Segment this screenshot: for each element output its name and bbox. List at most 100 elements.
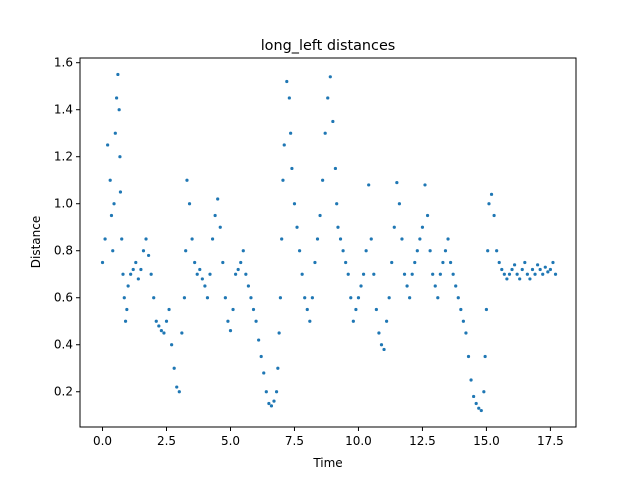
data-point <box>459 307 463 312</box>
data-point <box>172 366 176 370</box>
data-point <box>341 249 345 253</box>
data-point <box>241 249 245 253</box>
data-point <box>223 296 227 300</box>
data-point <box>500 267 504 272</box>
data-point <box>154 319 158 323</box>
data-point <box>390 260 394 265</box>
chart-title: long_left distances <box>261 38 396 54</box>
data-point <box>122 296 126 300</box>
data-point <box>125 307 129 312</box>
data-point <box>546 270 550 274</box>
data-point <box>184 249 188 253</box>
data-point <box>364 249 368 253</box>
x-tick-label: 2.5 <box>157 434 176 448</box>
data-point <box>121 272 125 276</box>
data-point <box>115 96 119 100</box>
data-point <box>297 249 302 253</box>
data-point <box>431 272 435 276</box>
data-point <box>328 75 332 79</box>
data-point <box>152 296 156 300</box>
data-point <box>536 263 540 267</box>
data-point <box>287 96 291 100</box>
data-point <box>443 249 448 253</box>
y-tick-label: 1.2 <box>54 150 73 164</box>
data-point <box>533 272 537 276</box>
data-point <box>281 178 285 182</box>
data-point <box>379 343 384 347</box>
x-axis-label: Time <box>312 456 342 470</box>
data-point <box>226 319 230 323</box>
data-point <box>487 202 491 206</box>
data-point <box>354 307 358 312</box>
data-point <box>144 237 148 241</box>
data-point <box>170 343 174 347</box>
data-point <box>228 329 233 333</box>
x-axis-ticks: 0.0 2.5 5.0 7.5 10.0 12.5 15.0 17.5 <box>93 427 564 448</box>
data-point <box>289 131 293 135</box>
data-point <box>310 296 314 300</box>
data-point <box>182 296 187 300</box>
data-point <box>216 197 220 201</box>
data-point <box>276 366 280 370</box>
data-point <box>262 371 266 375</box>
data-point <box>274 390 279 394</box>
data-point <box>246 284 250 288</box>
data-point <box>190 237 194 241</box>
data-point <box>177 390 181 394</box>
data-point <box>167 307 171 312</box>
data-point <box>213 213 217 218</box>
data-point <box>402 272 407 276</box>
data-point <box>420 225 425 229</box>
data-point <box>118 190 123 194</box>
data-point <box>239 260 243 265</box>
data-point <box>387 296 391 300</box>
data-point <box>448 260 453 265</box>
data-point <box>234 272 238 276</box>
data-point <box>123 319 128 323</box>
data-point <box>541 272 545 276</box>
data-point <box>323 131 327 135</box>
data-point <box>382 347 386 352</box>
data-point <box>187 202 192 206</box>
data-point <box>377 331 381 335</box>
y-tick-label: 0.4 <box>54 338 73 352</box>
y-tick-label: 0.2 <box>54 385 73 399</box>
data-point <box>195 272 199 276</box>
data-point <box>118 155 122 159</box>
data-point <box>395 180 399 185</box>
data-point <box>129 272 133 276</box>
data-point <box>456 296 460 300</box>
data-point <box>305 307 309 312</box>
data-point <box>466 354 471 359</box>
data-point <box>438 272 442 276</box>
data-point <box>231 307 235 312</box>
data-point <box>175 385 179 389</box>
data-point <box>433 284 437 288</box>
data-point <box>505 277 509 281</box>
data-point <box>313 260 317 265</box>
data-point <box>349 296 353 300</box>
data-point <box>162 331 166 335</box>
data-point <box>525 272 529 276</box>
data-point <box>218 225 222 229</box>
data-point <box>472 394 476 399</box>
data-point <box>254 319 258 323</box>
data-point <box>507 272 512 276</box>
data-point <box>159 329 163 333</box>
data-point <box>308 319 312 323</box>
data-point <box>126 284 130 288</box>
data-point <box>477 406 481 410</box>
data-point <box>464 331 468 335</box>
data-point <box>335 202 339 206</box>
data-point <box>344 260 348 265</box>
data-point <box>374 307 378 312</box>
data-point <box>428 249 432 253</box>
data-point <box>356 296 361 300</box>
data-point <box>543 265 547 269</box>
data-point <box>185 178 189 182</box>
data-point <box>333 166 338 171</box>
data-point <box>106 143 110 147</box>
y-tick-label: 1.4 <box>54 103 73 117</box>
